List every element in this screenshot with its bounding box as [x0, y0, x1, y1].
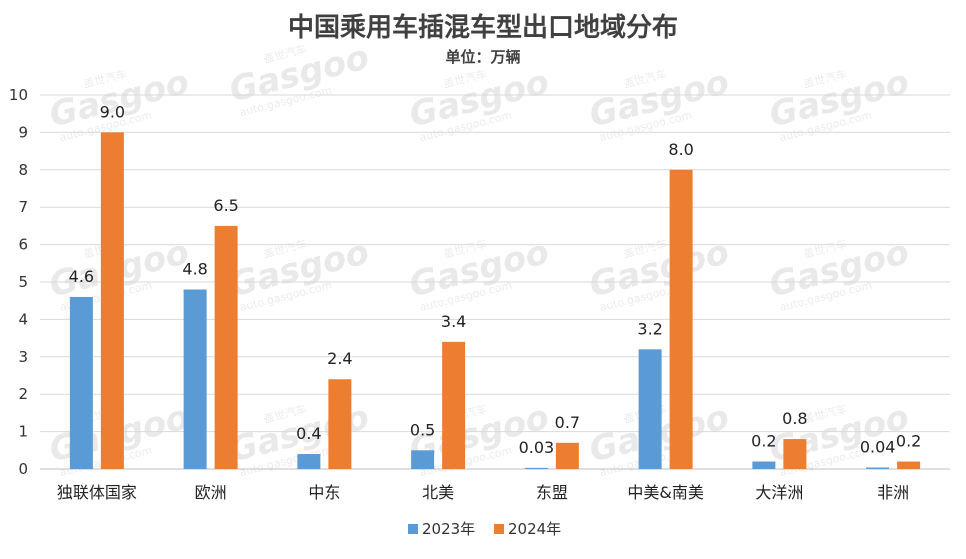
y-tick-label: 7	[18, 198, 28, 216]
y-tick-label: 10	[9, 86, 28, 104]
data-label: 3.4	[441, 312, 466, 331]
x-tick-label: 东盟	[536, 483, 568, 502]
data-label: 2.4	[327, 349, 352, 368]
x-tick-label: 欧洲	[195, 483, 227, 502]
legend-swatch	[408, 524, 418, 534]
data-label: 0.2	[896, 432, 921, 451]
x-tick-label: 中美&南美	[627, 483, 703, 502]
data-label: 0.4	[296, 424, 321, 443]
y-tick-label: 3	[18, 348, 28, 366]
x-axis: 独联体国家 欧洲 中东 北美 东盟 中美&南美 大洋洲 非洲	[57, 483, 909, 502]
bar-2024	[214, 225, 238, 469]
chart-title: 中国乘用车插混车型出口地域分布	[288, 12, 678, 43]
bar-2023	[638, 349, 662, 469]
data-label: 0.7	[555, 413, 580, 432]
y-axis: 0 1 2 3 4 5 6 7 8 9 10	[9, 86, 28, 478]
data-label: 3.2	[637, 319, 662, 338]
y-tick-label: 1	[18, 423, 28, 441]
y-tick-label: 4	[18, 310, 28, 328]
x-tick-label: 中东	[308, 483, 340, 502]
y-tick-label: 9	[18, 123, 28, 141]
bar-2024	[328, 379, 352, 469]
x-tick-label: 大洋洲	[755, 483, 803, 502]
x-tick-label: 非洲	[877, 483, 909, 502]
bar-2023	[524, 467, 548, 469]
data-label: 0.5	[410, 420, 435, 439]
bar-2024	[442, 341, 466, 469]
y-tick-label: 0	[18, 460, 28, 478]
bar-2024	[100, 132, 124, 469]
x-tick-label: 北美	[422, 483, 454, 502]
bar-2023	[297, 454, 321, 469]
bar-2024	[897, 461, 921, 469]
legend-label: 2024年	[508, 520, 561, 538]
bar-2023	[866, 467, 890, 469]
bar-2023	[752, 461, 776, 469]
gridlines	[40, 94, 950, 470]
data-label: 0.03	[519, 438, 555, 457]
x-tick-label: 独联体国家	[57, 483, 137, 502]
bar-2023	[183, 289, 207, 469]
data-label: 8.0	[668, 140, 693, 159]
bar-2023	[411, 450, 435, 469]
bar-2024	[783, 439, 807, 469]
data-label: 0.8	[782, 409, 807, 428]
data-label: 6.5	[213, 196, 238, 215]
legend-swatch	[494, 524, 504, 534]
y-tick-label: 2	[18, 385, 28, 403]
chart-subtitle: 单位：万辆	[445, 48, 520, 66]
legend-label: 2023年	[422, 520, 475, 538]
data-label: 4.6	[69, 267, 94, 286]
data-label: 0.2	[751, 432, 776, 451]
data-label: 9.0	[100, 102, 125, 121]
data-label: 4.8	[182, 259, 207, 278]
y-tick-label: 5	[18, 273, 28, 291]
bar-2024	[555, 442, 579, 469]
data-label: 0.04	[860, 438, 896, 457]
bars	[69, 132, 921, 470]
bar-2023	[69, 296, 93, 469]
y-tick-label: 6	[18, 236, 28, 254]
bar-2024	[669, 169, 693, 470]
legend: 2023年 2024年	[408, 520, 561, 538]
y-tick-label: 8	[18, 161, 28, 179]
data-labels: 4.6 9.0 4.8 6.5 0.4 2.4 0.5 3.4 0.030.7 3.2 8.0 0.2…	[69, 102, 922, 456]
